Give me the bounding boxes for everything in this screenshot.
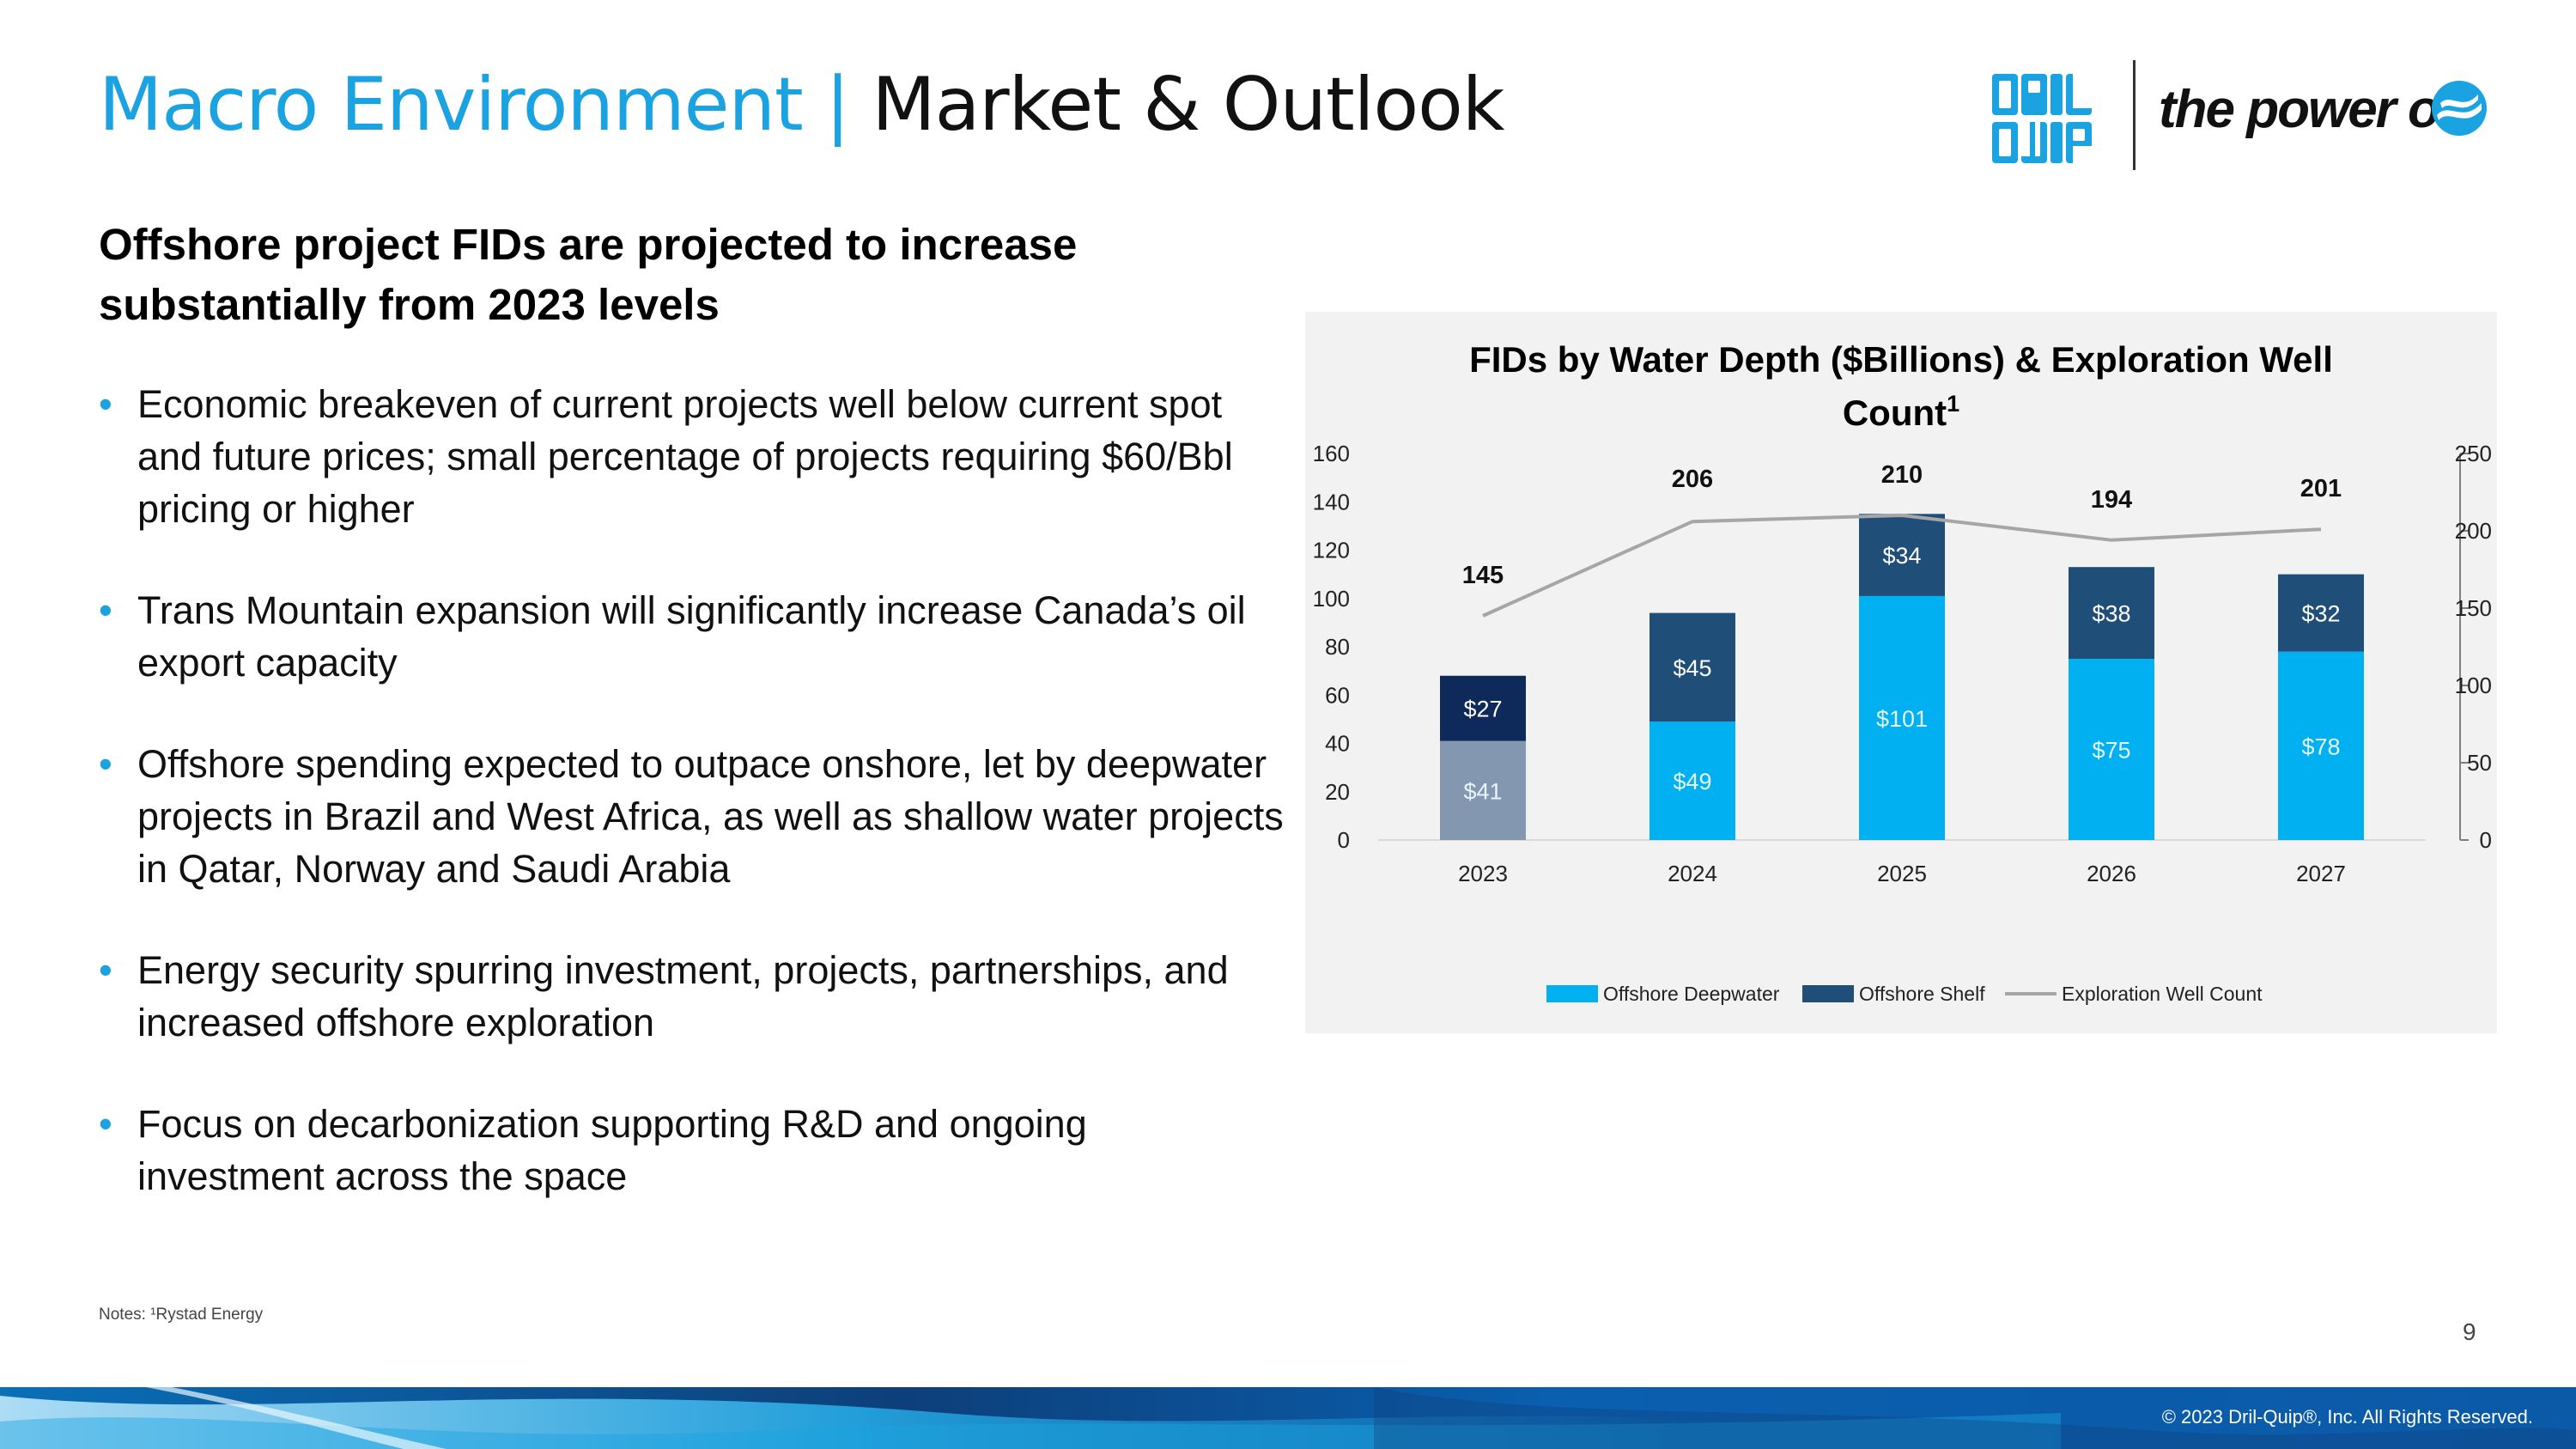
footer-wave-graphic [0,1387,2576,1449]
data-label-deepwater: $41 [1463,778,1502,804]
bullet-text: Focus on decarbonization supporting R&D … [137,1102,1087,1198]
left-axis-tick-label: 80 [1325,634,1350,660]
data-label-well-count: 194 [2091,486,2132,514]
bar-offshore-deepwater [1440,740,1526,840]
right-axis-tick-label: 50 [2467,750,2492,776]
right-axis-tick-label: 250 [2455,441,2492,466]
wave-logo-icon [2432,81,2487,136]
bullet-icon: • [99,948,112,992]
logo-tagline: the power of [2159,80,2457,139]
right-axis-tick-label: 0 [2480,827,2492,853]
bullet-text: Offshore spending expected to outpace on… [137,742,1284,891]
right-axis-tick-label: 200 [2455,518,2492,544]
bar-offshore-shelf [1440,675,1526,741]
footer-banner [0,1387,2576,1449]
left-axis-tick-label: 60 [1325,682,1350,708]
page-title: Macro Environment | Market & Outlook [99,62,1505,148]
fid-chart: FIDs by Water Depth ($Billions) & Explor… [1305,312,2497,1033]
x-axis-tick-label: 2025 [1877,861,1927,886]
x-axis-tick-label: 2024 [1668,861,1717,886]
legend-label-well-count: Exploration Well Count [2062,983,2263,1005]
x-axis-tick-label: 2023 [1458,861,1508,886]
legend-label-deepwater: Offshore Deepwater [1603,983,1780,1005]
data-label-shelf: $27 [1463,697,1502,722]
data-label-shelf: $38 [2092,601,2130,627]
data-label-shelf: $32 [2301,601,2340,627]
dril-quip-logo-icon [1992,74,2092,163]
bar-offshore-deepwater [1859,595,1945,840]
bar-offshore-deepwater [2278,651,2364,840]
bullet-item: • Economic breakeven of current projects … [99,378,1284,535]
bar-offshore-shelf [2069,567,2154,660]
bar-offshore-deepwater [1649,721,1735,840]
bullet-item: • Offshore spending expected to outpace o… [99,738,1284,895]
page-number: 9 [2463,1318,2476,1345]
legend-label-shelf: Offshore Shelf [1859,983,1985,1005]
legend-swatch-deepwater [1546,985,1598,1002]
data-label-deepwater: $49 [1673,769,1711,795]
legend-swatch-shelf [1802,985,1854,1002]
data-label-well-count: 145 [1462,562,1504,589]
bar-offshore-shelf [1859,514,1945,596]
left-axis-tick-label: 100 [1313,586,1350,612]
chart-title: FIDs by Water Depth ($Billions) & Explor… [1469,339,2333,433]
left-axis-tick-label: 20 [1325,779,1350,805]
page-title-section: Macro Environment | [99,62,872,148]
bullet-text: Economic breakeven of current projects w… [137,382,1233,531]
data-label-well-count: 210 [1881,461,1923,489]
x-axis-tick-label: 2026 [2087,861,2136,886]
company-logo: the power of [1990,60,2488,170]
bullet-text: Trans Mountain expansion will significan… [137,588,1246,685]
bullet-item: • Trans Mountain expansion will significa… [99,584,1284,689]
bullet-icon: • [99,1102,112,1146]
x-axis-tick-label: 2027 [2296,861,2346,886]
line-exploration-well-count [1482,513,2322,618]
page-title-topic: Market & Outlook [872,62,1504,148]
left-axis-tick-label: 120 [1313,538,1350,563]
bullet-icon: • [99,742,112,786]
right-axis-tick-label: 150 [2455,595,2492,621]
bullet-item: • Energy security spurring investment, pr… [99,944,1284,1049]
right-axis-tick-label: 100 [2455,673,2492,698]
bar-offshore-shelf [1649,612,1735,722]
left-axis-tick-label: 0 [1338,827,1350,853]
left-axis-tick-label: 140 [1313,489,1350,514]
section-subheading: Offshore project FIDs are projected to i… [99,220,1078,329]
data-label-shelf: $45 [1673,655,1711,681]
bar-offshore-deepwater [2069,659,2154,840]
bullet-icon: • [99,382,112,426]
bullet-item: • Focus on decarbonization supporting R&D… [99,1098,1284,1202]
bar-offshore-shelf [2278,574,2364,652]
data-label-shelf: $34 [1882,543,1921,569]
bullet-text: Energy security spurring investment, pro… [137,948,1229,1044]
logo-divider [2133,60,2136,170]
left-axis-tick-label: 160 [1313,441,1350,466]
data-label-well-count: 201 [2300,475,2342,502]
left-axis-tick-label: 40 [1325,731,1350,757]
data-label-well-count: 206 [1672,466,1713,493]
data-label-deepwater: $101 [1876,706,1928,732]
bullet-list: • Economic breakeven of current projects … [99,378,1284,1251]
copyright-text: © 2023 Dril-Quip®, Inc. All Rights Reser… [2161,1406,2533,1428]
bullet-icon: • [99,588,112,632]
footnote: Notes: ¹Rystad Energy [99,1306,264,1324]
data-label-deepwater: $75 [2092,738,2130,764]
chart-svg: FIDs by Water Depth ($Billions) & Explor… [1313,339,2492,1005]
data-label-deepwater: $78 [2301,734,2340,759]
